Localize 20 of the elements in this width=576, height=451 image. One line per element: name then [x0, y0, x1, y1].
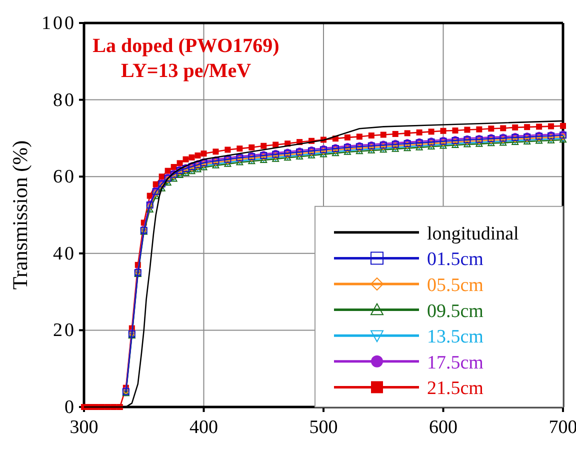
y-axis-title: Transmission (%)	[8, 140, 32, 290]
y-tick-label: 60	[53, 166, 76, 188]
x-tick-label: 300	[70, 417, 98, 438]
legend-label: 21.5cm	[427, 378, 484, 400]
y-tick-label: 80	[53, 90, 76, 111]
legend-label: longitudinal	[427, 223, 519, 244]
legend-label: 17.5cm	[427, 352, 484, 374]
legend-label: 05.5cm	[427, 275, 484, 296]
x-tick-label: 400	[190, 417, 218, 438]
y-tick-label: 40	[53, 243, 76, 264]
legend-label: 13.5cm	[427, 326, 484, 348]
x-tick-label: 600	[429, 417, 458, 438]
text: La doped (PWO1769)	[92, 35, 280, 57]
y-tick-label: 100	[42, 13, 76, 34]
y-tick-label: 0	[64, 397, 76, 418]
text: LY=13 pe/MeV	[120, 60, 252, 82]
x-tick-label: 500	[309, 417, 338, 438]
legend-label: 01.5cm	[427, 249, 484, 270]
legend-label: 09.5cm	[427, 300, 484, 322]
y-tick-label: 20	[53, 320, 76, 342]
